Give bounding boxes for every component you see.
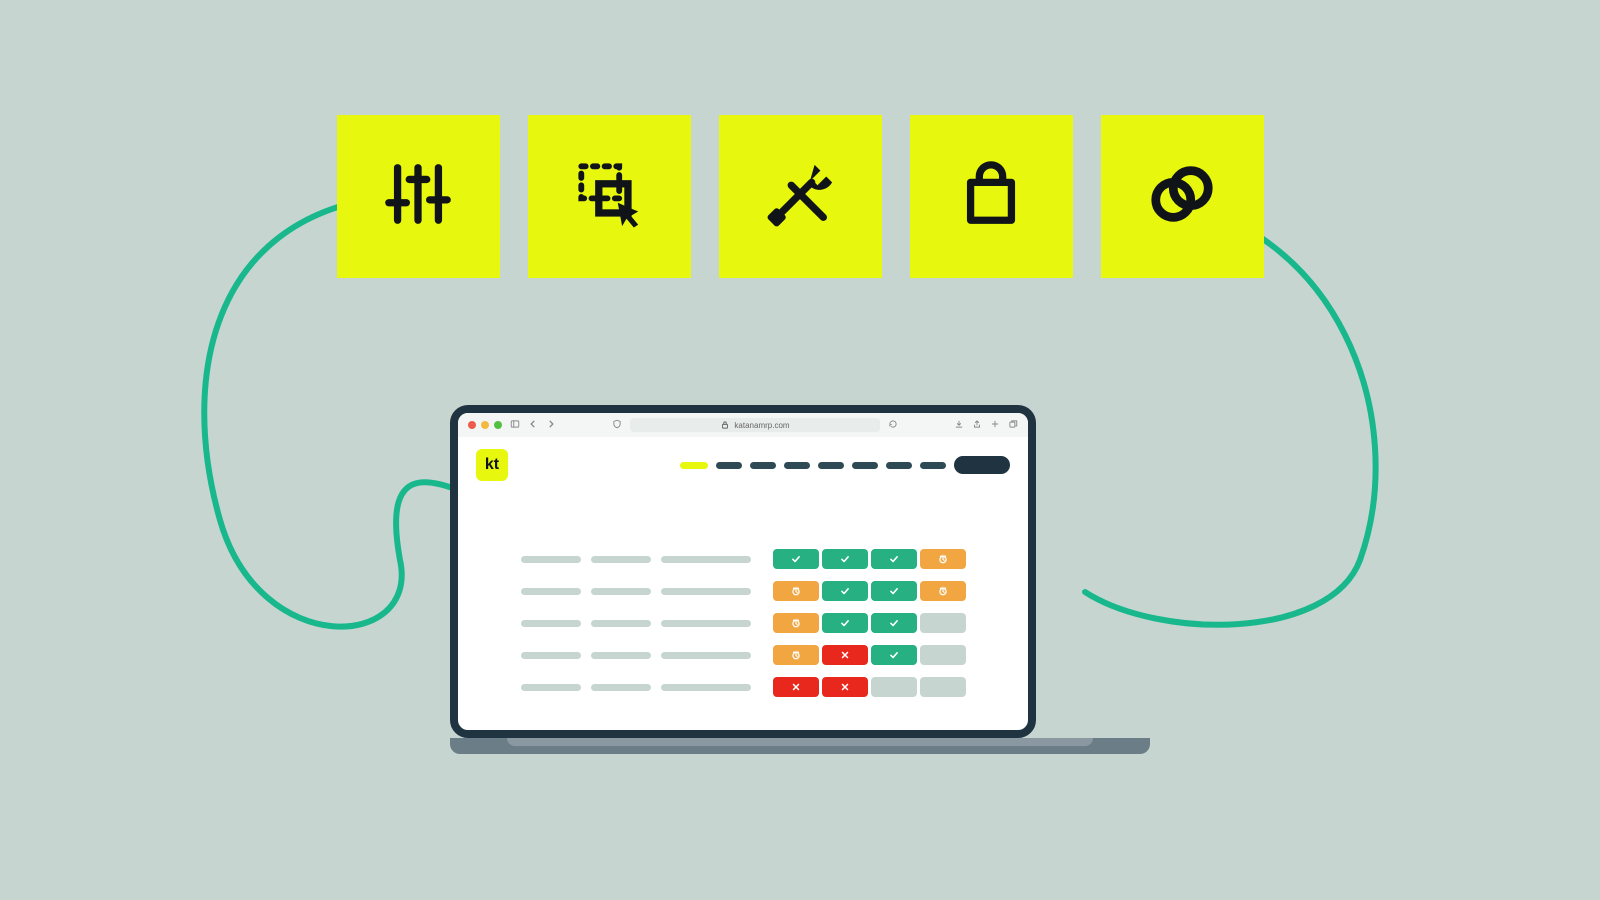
traffic-lights xyxy=(468,421,502,429)
nav-cta-button[interactable] xyxy=(954,456,1010,474)
status-cell-clock xyxy=(773,613,819,633)
laptop-screen: katanamrp.com kt xyxy=(450,405,1036,738)
nav-pill-active[interactable] xyxy=(680,462,708,469)
sliders-icon xyxy=(383,159,453,234)
nav-pill[interactable] xyxy=(886,462,912,469)
status-cell-group xyxy=(773,613,966,633)
max-dot[interactable] xyxy=(494,421,502,429)
sticky-note-tools xyxy=(719,115,882,278)
text-cell xyxy=(661,652,751,659)
status-cell-group xyxy=(773,645,966,665)
status-cell-check xyxy=(822,613,868,633)
nav-pill[interactable] xyxy=(750,462,776,469)
status-cell-check xyxy=(871,549,917,569)
min-dot[interactable] xyxy=(481,421,489,429)
tabs-icon[interactable] xyxy=(1008,419,1018,431)
shield-icon[interactable] xyxy=(612,419,622,431)
laptop-base xyxy=(450,738,1150,754)
status-cell-clock xyxy=(773,581,819,601)
status-cell-group xyxy=(773,581,966,601)
text-cell xyxy=(661,556,751,563)
table-row xyxy=(521,613,966,633)
text-cell xyxy=(591,684,651,691)
site-logo[interactable]: kt xyxy=(476,449,508,481)
status-cell-clock xyxy=(920,549,966,569)
download-icon[interactable] xyxy=(954,419,964,431)
nav-pill[interactable] xyxy=(818,462,844,469)
status-cell-check xyxy=(773,549,819,569)
nav-pill[interactable] xyxy=(920,462,946,469)
sticky-note-link xyxy=(1101,115,1264,278)
status-table xyxy=(476,549,1010,697)
forward-icon[interactable] xyxy=(546,419,556,431)
status-cell-none xyxy=(920,613,966,633)
status-cell-cross xyxy=(773,677,819,697)
status-cell-group xyxy=(773,677,966,697)
infographic-canvas: katanamrp.com kt xyxy=(0,0,1600,900)
status-cell-clock xyxy=(773,645,819,665)
browser-chrome: katanamrp.com xyxy=(458,413,1028,437)
text-cell xyxy=(521,588,581,595)
sticky-note-select xyxy=(528,115,691,278)
text-cell xyxy=(521,652,581,659)
status-cell-cross xyxy=(822,645,868,665)
text-cell xyxy=(521,620,581,627)
sticky-note-row xyxy=(0,115,1600,278)
nav-pill[interactable] xyxy=(784,462,810,469)
text-cell xyxy=(591,620,651,627)
text-cell xyxy=(521,556,581,563)
status-cell-group xyxy=(773,549,966,569)
status-cell-check xyxy=(822,581,868,601)
text-cell xyxy=(521,684,581,691)
url-bar[interactable]: katanamrp.com xyxy=(630,418,880,432)
status-cell-check xyxy=(871,645,917,665)
sidebar-icon[interactable] xyxy=(510,419,520,431)
text-cell xyxy=(591,588,651,595)
status-cell-check xyxy=(871,581,917,601)
sticky-note-shop xyxy=(910,115,1073,278)
share-icon[interactable] xyxy=(972,419,982,431)
status-cell-check xyxy=(822,549,868,569)
logo-text: kt xyxy=(485,456,499,474)
status-cell-clock xyxy=(920,581,966,601)
close-dot[interactable] xyxy=(468,421,476,429)
back-icon[interactable] xyxy=(528,419,538,431)
laptop: katanamrp.com kt xyxy=(450,405,1150,754)
status-cell-none xyxy=(920,645,966,665)
table-row xyxy=(521,581,966,601)
lock-icon xyxy=(720,420,730,430)
nav-pill[interactable] xyxy=(716,462,742,469)
site-header: kt xyxy=(476,449,1010,481)
text-cell xyxy=(591,652,651,659)
status-cell-cross xyxy=(822,677,868,697)
shopping-bag-icon xyxy=(956,159,1026,234)
status-cell-none xyxy=(871,677,917,697)
plus-icon[interactable] xyxy=(990,419,1000,431)
refresh-icon[interactable] xyxy=(888,419,898,431)
sticky-note-settings xyxy=(337,115,500,278)
table-row xyxy=(521,677,966,697)
webpage: kt xyxy=(458,437,1028,709)
site-nav xyxy=(680,456,1010,474)
tools-icon xyxy=(765,159,835,234)
text-cell xyxy=(661,588,751,595)
table-row xyxy=(521,549,966,569)
link-icon xyxy=(1147,159,1217,234)
status-cell-check xyxy=(871,613,917,633)
status-cell-none xyxy=(920,677,966,697)
url-text: katanamrp.com xyxy=(734,421,789,430)
text-cell xyxy=(661,684,751,691)
table-row xyxy=(521,645,966,665)
text-cell xyxy=(591,556,651,563)
nav-pill[interactable] xyxy=(852,462,878,469)
text-cell xyxy=(661,620,751,627)
drag-select-icon xyxy=(574,159,644,234)
